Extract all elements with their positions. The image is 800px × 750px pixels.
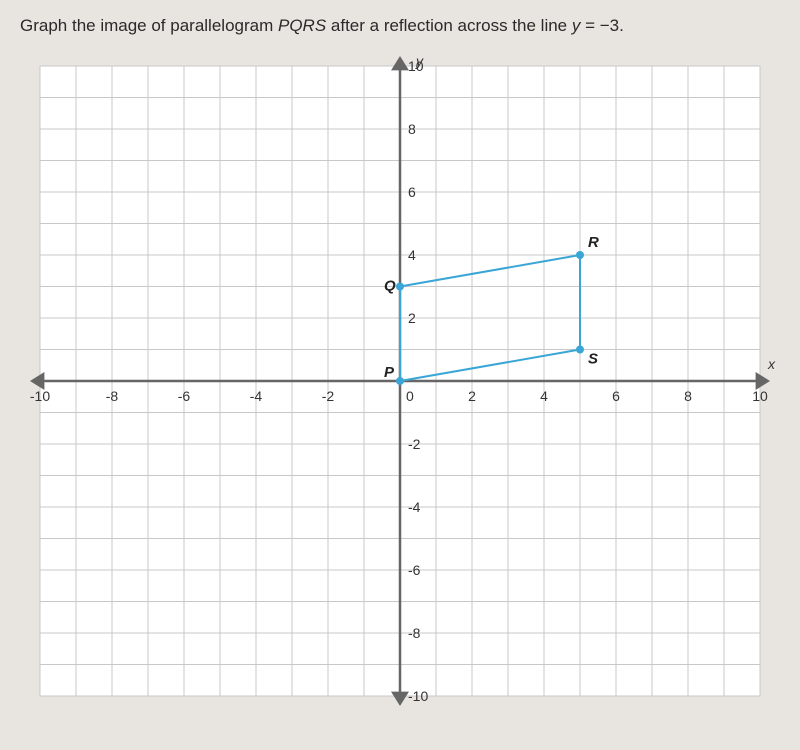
prompt-eq-rhs: = −3. — [580, 16, 623, 35]
coordinate-grid[interactable]: -10-8-6-4-20246810-10-8-6-4-2246810xyPQR… — [20, 54, 780, 724]
svg-text:2: 2 — [408, 310, 416, 326]
svg-text:2: 2 — [468, 388, 476, 404]
svg-text:P: P — [384, 364, 395, 381]
svg-text:8: 8 — [408, 121, 416, 137]
svg-text:6: 6 — [612, 388, 620, 404]
prompt-before: Graph the image of parallelogram — [20, 16, 278, 35]
svg-text:0: 0 — [406, 388, 414, 404]
coordinate-grid-svg: -10-8-6-4-20246810-10-8-6-4-2246810xyPQR… — [20, 54, 780, 724]
svg-text:4: 4 — [408, 247, 416, 263]
svg-text:y: y — [415, 54, 424, 69]
prompt-after: after a reflection across the line — [326, 16, 572, 35]
svg-text:10: 10 — [752, 388, 768, 404]
svg-text:6: 6 — [408, 184, 416, 200]
svg-text:-4: -4 — [408, 499, 421, 515]
svg-text:S: S — [588, 351, 598, 368]
svg-text:-10: -10 — [30, 388, 50, 404]
svg-text:-4: -4 — [250, 388, 263, 404]
svg-text:-8: -8 — [408, 625, 421, 641]
svg-text:-10: -10 — [408, 688, 428, 704]
svg-text:-8: -8 — [106, 388, 119, 404]
prompt-shape: PQRS — [278, 16, 326, 35]
svg-text:-2: -2 — [408, 436, 421, 452]
svg-text:8: 8 — [684, 388, 692, 404]
svg-text:x: x — [767, 356, 776, 372]
question-prompt: Graph the image of parallelogram PQRS af… — [20, 16, 780, 36]
svg-text:-6: -6 — [178, 388, 191, 404]
svg-text:-2: -2 — [322, 388, 335, 404]
svg-text:R: R — [588, 234, 599, 251]
svg-text:-6: -6 — [408, 562, 421, 578]
svg-text:Q: Q — [384, 278, 396, 295]
svg-text:4: 4 — [540, 388, 548, 404]
